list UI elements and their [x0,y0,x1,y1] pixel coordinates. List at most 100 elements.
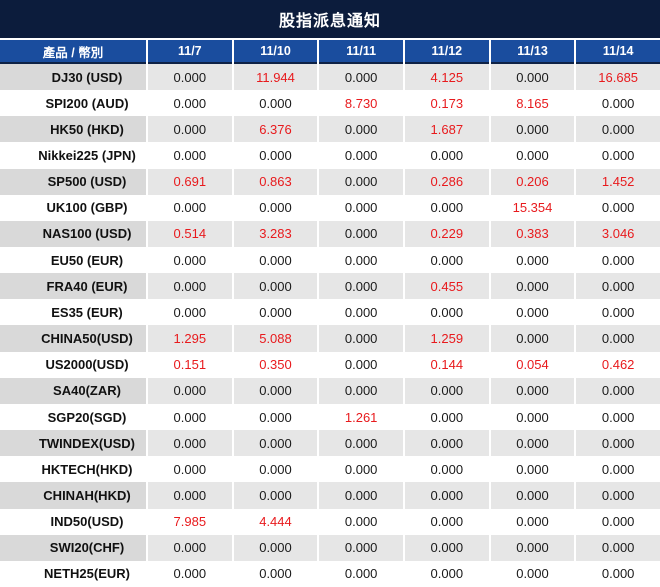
dividend-value-cell: 0.000 [601,514,635,530]
product-cell: DJ30 (USD) [0,64,146,91]
dividend-value-cell: 6.376 [233,116,318,143]
dividend-value-cell: 0.000 [490,273,575,300]
dividend-value-cell: 4.444 [259,514,292,530]
dividend-value-cell: 0.000 [319,116,403,143]
page-title: 股指派息通知 [0,0,660,38]
dividend-value-cell: 0.000 [344,200,378,216]
dividend-value-cell: 0.000 [430,566,464,582]
dividend-value-cell: 15.354 [512,200,553,216]
dividend-value-cell: 0.000 [344,357,378,373]
dividend-value-cell: 0.000 [148,430,232,457]
dividend-value-cell: 0.000 [344,514,378,530]
date-column-header: 11/11 [319,40,403,64]
dividend-value-cell: 0.000 [233,377,318,404]
dividend-value-cell: 1.261 [344,409,378,425]
product-cell: SP500 (USD) [0,168,146,195]
dividend-value-cell: 0.000 [516,252,549,268]
date-column-header: 11/10 [233,40,318,64]
dividend-value-cell: 0.000 [259,304,292,320]
dividend-value-cell: 0.000 [344,461,378,477]
dividend-value-cell: 0.000 [233,482,318,509]
dividend-value-cell: 7.985 [173,514,207,530]
dividend-value-cell: 0.286 [404,168,489,195]
dividend-value-cell: 0.000 [490,377,575,404]
dividend-value-cell: 0.455 [404,273,489,300]
dividend-value-cell: 0.000 [601,566,635,582]
dividend-value-cell: 0.000 [319,325,403,352]
dividend-value-cell: 0.000 [404,534,489,561]
dividend-value-cell: 0.151 [173,357,207,373]
product-cell: Nikkei225 (JPN) [38,148,136,164]
product-cell: IND50(USD) [50,514,124,530]
dividend-value-cell: 0.000 [576,377,660,404]
dividend-value-cell: 0.000 [148,482,232,509]
dividend-value-cell: 0.000 [430,148,464,164]
dividend-value-cell: 0.000 [148,273,232,300]
dividend-value-cell: 0.000 [576,273,660,300]
dividend-value-cell: 0.000 [344,252,378,268]
dividend-value-cell: 0.000 [233,430,318,457]
dividend-value-cell: 0.000 [319,430,403,457]
dividend-value-cell: 0.173 [430,95,464,111]
dividend-value-cell: 0.000 [148,116,232,143]
dividend-value-cell: 0.000 [576,534,660,561]
dividend-value-cell: 8.730 [344,95,378,111]
dividend-value-cell: 0.000 [490,325,575,352]
dividend-value-cell: 0.000 [576,116,660,143]
dividend-value-cell: 5.088 [233,325,318,352]
dividend-value-cell: 0.000 [516,148,549,164]
dividend-value-cell: 0.000 [601,95,635,111]
dividend-value-cell: 0.000 [404,377,489,404]
dividend-value-cell: 0.000 [516,304,549,320]
dividend-value-cell: 0.000 [404,482,489,509]
dividend-value-cell: 0.000 [601,200,635,216]
dividend-value-cell: 0.000 [601,461,635,477]
dividend-value-cell: 16.685 [576,64,660,91]
product-cell: SWI20(CHF) [0,534,146,561]
product-cell: TWINDEX(USD) [0,430,146,457]
product-cell: EU50 (EUR) [50,252,124,268]
date-column-header: 11/14 [576,40,660,64]
dividend-value-cell: 1.687 [404,116,489,143]
dividend-value-cell: 0.000 [430,461,464,477]
dividend-value-cell: 0.000 [601,409,635,425]
dividend-value-cell: 0.000 [576,430,660,457]
dividend-value-cell: 0.863 [233,168,318,195]
dividend-value-cell: 0.000 [516,409,549,425]
dividend-value-cell: 0.000 [319,377,403,404]
dividend-value-cell: 0.514 [148,220,232,248]
dividend-value-cell: 3.046 [576,220,660,248]
product-cell: ES35 (EUR) [51,304,123,320]
dividend-value-cell: 0.000 [259,461,292,477]
dividend-value-cell: 0.000 [233,273,318,300]
dividend-value-cell: 0.000 [430,252,464,268]
dividend-value-cell: 0.000 [576,482,660,509]
dividend-value-cell: 0.000 [148,534,232,561]
dividend-value-cell: 0.000 [173,304,207,320]
dividend-value-cell: 0.000 [490,64,575,91]
dividend-value-cell: 0.000 [319,220,403,248]
dividend-value-cell: 0.000 [319,168,403,195]
dividend-value-cell: 0.000 [173,252,207,268]
dividend-value-cell: 0.000 [430,409,464,425]
dividend-value-cell: 0.000 [404,430,489,457]
dividend-value-cell: 0.000 [319,273,403,300]
dividend-value-cell: 8.165 [516,95,549,111]
dividend-value-cell: 0.000 [430,200,464,216]
product-cell: FRA40 (EUR) [0,273,146,300]
dividend-value-cell: 0.000 [601,148,635,164]
product-cell: CHINAH(HKD) [0,482,146,509]
dividend-value-cell: 0.000 [430,304,464,320]
dividend-value-cell: 0.000 [148,377,232,404]
dividend-value-cell: 1.452 [576,168,660,195]
dividend-value-cell: 0.000 [259,409,292,425]
dividend-value-cell: 4.125 [404,64,489,91]
dividend-value-cell: 0.000 [259,95,292,111]
dividend-value-cell: 0.000 [490,430,575,457]
product-cell: US2000(USD) [45,357,129,373]
dividend-value-cell: 0.000 [173,95,207,111]
dividend-value-cell: 0.383 [490,220,575,248]
product-cell: NETH25(EUR) [44,566,130,582]
dividend-value-cell: 0.000 [259,148,292,164]
